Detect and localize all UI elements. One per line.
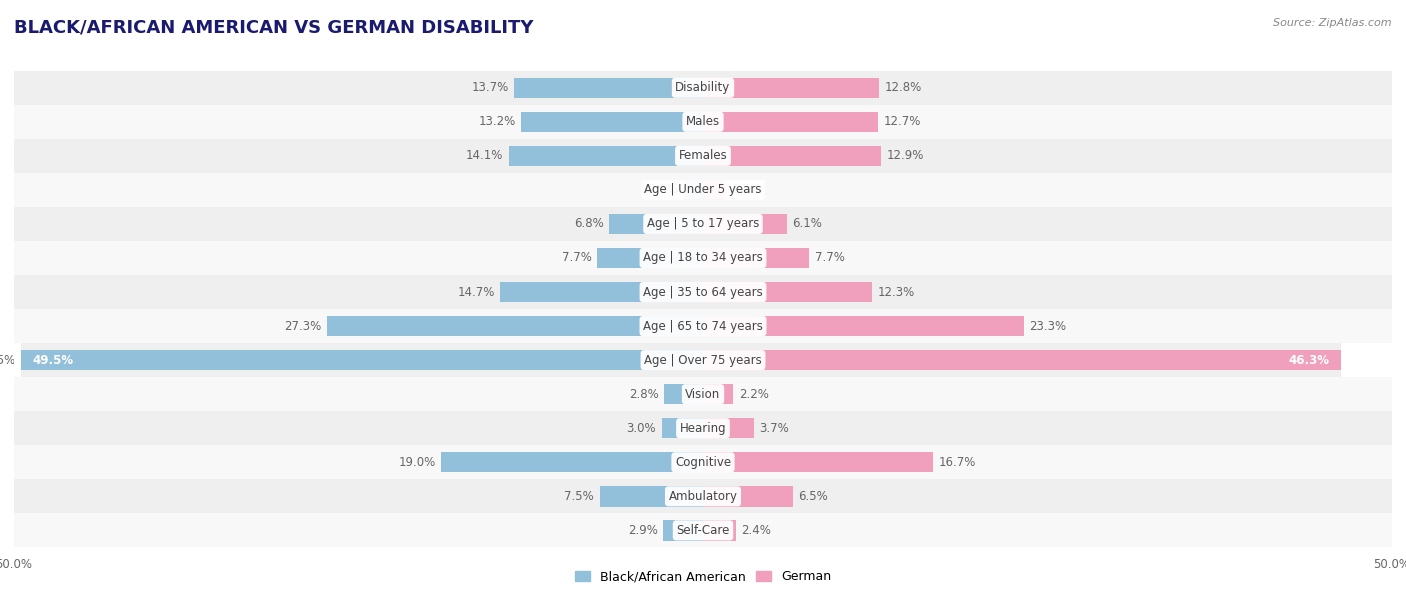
Text: 3.0%: 3.0% [627, 422, 657, 435]
Bar [665, 384, 703, 405]
Bar [14, 173, 1392, 207]
Bar [703, 384, 734, 405]
Bar [14, 139, 1392, 173]
Bar [14, 71, 1392, 105]
Bar [14, 105, 1392, 139]
Bar [522, 111, 703, 132]
Text: Ambulatory: Ambulatory [668, 490, 738, 503]
Text: Source: ZipAtlas.com: Source: ZipAtlas.com [1274, 18, 1392, 28]
Bar [703, 316, 1024, 337]
Text: 23.3%: 23.3% [1029, 319, 1067, 332]
Text: Age | Over 75 years: Age | Over 75 years [644, 354, 762, 367]
Text: 14.7%: 14.7% [457, 286, 495, 299]
Text: 27.3%: 27.3% [284, 319, 322, 332]
Bar [14, 411, 1392, 446]
Bar [664, 520, 703, 540]
Text: 6.8%: 6.8% [574, 217, 603, 231]
Text: 2.8%: 2.8% [628, 387, 659, 401]
Bar [703, 452, 934, 472]
Text: BLACK/AFRICAN AMERICAN VS GERMAN DISABILITY: BLACK/AFRICAN AMERICAN VS GERMAN DISABIL… [14, 18, 533, 36]
Text: 13.7%: 13.7% [471, 81, 509, 94]
Text: 7.7%: 7.7% [561, 252, 592, 264]
Bar [703, 146, 880, 166]
Bar [703, 78, 879, 98]
Text: Females: Females [679, 149, 727, 162]
Bar [0, 343, 21, 377]
Text: 12.7%: 12.7% [883, 115, 921, 129]
Bar [14, 343, 1392, 377]
Text: Hearing: Hearing [679, 422, 727, 435]
Text: 19.0%: 19.0% [398, 456, 436, 469]
Text: 1.7%: 1.7% [733, 184, 762, 196]
Text: Disability: Disability [675, 81, 731, 94]
Text: Cognitive: Cognitive [675, 456, 731, 469]
Text: 6.1%: 6.1% [793, 217, 823, 231]
Bar [14, 275, 1392, 309]
Bar [14, 241, 1392, 275]
Text: Vision: Vision [685, 387, 721, 401]
Text: 12.9%: 12.9% [886, 149, 924, 162]
Bar [1341, 343, 1406, 377]
Text: 1.4%: 1.4% [648, 184, 678, 196]
Bar [703, 248, 808, 268]
Bar [21, 350, 703, 370]
Bar [14, 513, 1392, 547]
Bar [14, 446, 1392, 479]
Text: Age | Under 5 years: Age | Under 5 years [644, 184, 762, 196]
Text: 14.1%: 14.1% [465, 149, 503, 162]
Bar [703, 486, 793, 507]
Bar [441, 452, 703, 472]
Bar [703, 418, 754, 438]
Bar [703, 520, 737, 540]
Text: 12.8%: 12.8% [884, 81, 922, 94]
Bar [662, 418, 703, 438]
Text: 7.5%: 7.5% [564, 490, 595, 503]
Text: 2.9%: 2.9% [627, 524, 658, 537]
Text: 49.5%: 49.5% [0, 354, 15, 367]
Text: Males: Males [686, 115, 720, 129]
Text: 49.5%: 49.5% [32, 354, 73, 367]
Legend: Black/African American, German: Black/African American, German [569, 565, 837, 588]
Bar [515, 78, 703, 98]
Text: Age | 18 to 34 years: Age | 18 to 34 years [643, 252, 763, 264]
Bar [509, 146, 703, 166]
Bar [14, 207, 1392, 241]
Bar [326, 316, 703, 337]
Bar [14, 479, 1392, 513]
Text: 2.4%: 2.4% [741, 524, 772, 537]
Text: 7.7%: 7.7% [814, 252, 845, 264]
Bar [703, 111, 877, 132]
Text: 6.5%: 6.5% [799, 490, 828, 503]
Bar [14, 377, 1392, 411]
Bar [703, 282, 873, 302]
Text: 13.2%: 13.2% [478, 115, 516, 129]
Bar [501, 282, 703, 302]
Text: 3.7%: 3.7% [759, 422, 789, 435]
Text: Age | 5 to 17 years: Age | 5 to 17 years [647, 217, 759, 231]
Bar [683, 180, 703, 200]
Text: 46.3%: 46.3% [1347, 354, 1384, 367]
Text: Self-Care: Self-Care [676, 524, 730, 537]
Bar [599, 486, 703, 507]
Text: 2.2%: 2.2% [738, 387, 769, 401]
Text: 16.7%: 16.7% [939, 456, 976, 469]
Text: 46.3%: 46.3% [1289, 354, 1330, 367]
Bar [14, 309, 1392, 343]
Bar [609, 214, 703, 234]
Bar [703, 350, 1341, 370]
Text: Age | 65 to 74 years: Age | 65 to 74 years [643, 319, 763, 332]
Bar [703, 180, 727, 200]
Bar [703, 214, 787, 234]
Text: Age | 35 to 64 years: Age | 35 to 64 years [643, 286, 763, 299]
Text: 12.3%: 12.3% [877, 286, 915, 299]
Bar [598, 248, 703, 268]
